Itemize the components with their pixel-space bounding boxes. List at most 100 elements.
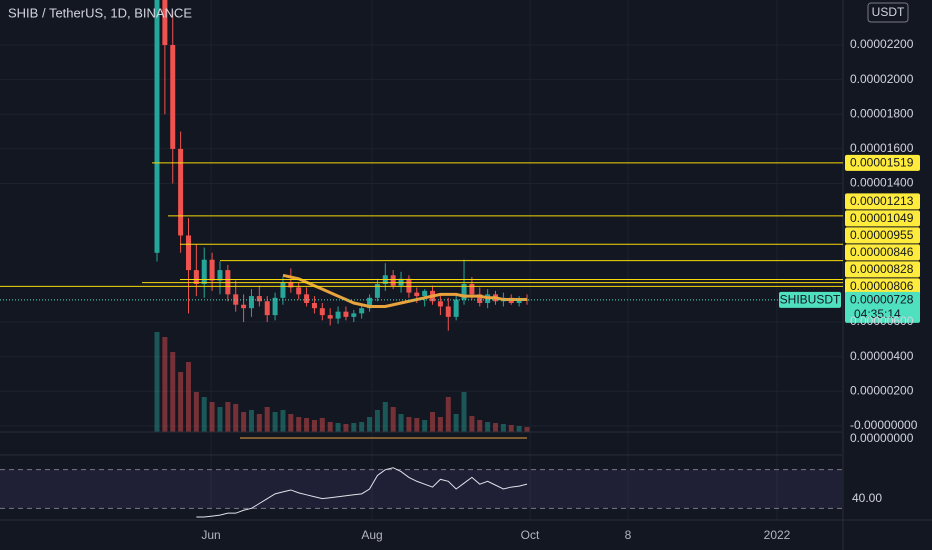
volume-bar [367, 417, 373, 432]
candle-body [201, 259, 207, 284]
candle-body [359, 308, 365, 314]
y-tick-label: 0.00001400 [850, 176, 914, 190]
price-line-label: 0.00001213 [850, 194, 914, 208]
rsi-line [196, 467, 528, 518]
candle-body [351, 313, 357, 317]
volume-bar [398, 414, 404, 432]
volume-bar [296, 417, 302, 432]
volume-bar [500, 424, 506, 432]
candle-body [185, 235, 191, 271]
volume-bar [280, 410, 286, 432]
volume-bar [437, 417, 443, 432]
last-price-label: 0.00000728 [850, 293, 914, 307]
volume-bar [193, 392, 199, 432]
volume-bar [461, 392, 467, 432]
symbol-box [779, 291, 841, 308]
price-line-label: 0.00001049 [850, 211, 914, 225]
candle-body [516, 299, 522, 304]
candle-body [154, 0, 160, 253]
x-tick-label: Oct [521, 528, 540, 542]
price-line-label: 0.00000828 [850, 262, 914, 276]
volume-bar [390, 407, 396, 432]
price-line-label: 0.00000846 [850, 245, 914, 259]
volume-bar [508, 425, 514, 432]
volume-bar [382, 402, 388, 432]
volume-bar [311, 420, 317, 432]
candle-body [296, 287, 302, 295]
x-tick-label: 2022 [764, 528, 791, 542]
volume-bar [406, 417, 412, 432]
volume-bar [272, 412, 278, 432]
candle-body [422, 290, 428, 297]
y-tick-label: 0.00000400 [850, 349, 914, 363]
price-line-box [845, 227, 920, 244]
volume-bar [327, 422, 333, 432]
candle-body [272, 297, 278, 316]
y-tick-label: 0.00001600 [850, 141, 914, 155]
volume-bar [209, 402, 215, 432]
candle-body [304, 294, 310, 304]
last-price-box [845, 291, 920, 323]
volume-bar [217, 407, 223, 432]
chart-title: SHIB / TetherUS, 1D, BINANCE [8, 5, 192, 20]
volume-bar [524, 427, 530, 432]
volume-bar [264, 407, 270, 432]
volume-bar [422, 420, 428, 432]
volume-bar [351, 423, 357, 432]
volume-bar [319, 418, 325, 432]
volume-bar [445, 397, 451, 432]
candle-body [280, 282, 286, 298]
candle-body [256, 296, 262, 302]
y-tick-label: 0.00000600 [850, 314, 914, 328]
candle-body [311, 303, 317, 309]
volume-bar [233, 404, 239, 432]
price-line-label: 0.00000955 [850, 228, 914, 242]
volume-bar [256, 414, 262, 432]
volume-bar [477, 420, 483, 432]
candle-body [453, 299, 459, 317]
candle-body [288, 282, 294, 288]
volume-bar [241, 412, 247, 432]
volume-bar [248, 410, 254, 432]
candle-body [445, 306, 451, 317]
macd-label: 0.00000000 [850, 431, 914, 445]
candle-body [406, 278, 412, 293]
candle-body [170, 45, 176, 149]
candle-body [162, 0, 168, 46]
candle-body [178, 148, 184, 236]
volume-bar [359, 422, 365, 432]
volume-bar [493, 423, 499, 432]
price-line-label: 0.00000806 [850, 279, 914, 293]
volume-bar [162, 337, 168, 432]
candle-body [477, 294, 483, 304]
candle-body [264, 301, 270, 316]
countdown: 04:35:14 [854, 307, 901, 321]
volume-bar [185, 362, 191, 432]
volume-bar [516, 426, 522, 432]
x-tick-label: 8 [625, 528, 632, 542]
volume-bar [178, 372, 184, 432]
volume-bar [335, 423, 341, 432]
rsi-band [0, 469, 842, 509]
candle-body [343, 311, 349, 317]
volume-bar [453, 414, 459, 432]
candle-body [437, 301, 443, 307]
y-tick-label: 0.00000200 [850, 383, 914, 397]
price-line-box [845, 261, 920, 278]
volume-bar [170, 352, 176, 432]
y-tick-label: 0.00002200 [850, 37, 914, 51]
candle-body [414, 292, 420, 297]
candle-body [374, 283, 380, 298]
price-line-box [845, 244, 920, 261]
currency-box [867, 2, 909, 23]
x-tick-label: Aug [361, 528, 382, 542]
candle-body [241, 304, 247, 309]
volume-bar [154, 332, 160, 432]
candle-body [390, 275, 396, 286]
y-tick-label: 0.00002000 [850, 72, 914, 86]
volume-bar [343, 424, 349, 432]
volume-bar [430, 412, 436, 432]
candle-body [367, 297, 373, 309]
volume-bar [374, 410, 380, 432]
